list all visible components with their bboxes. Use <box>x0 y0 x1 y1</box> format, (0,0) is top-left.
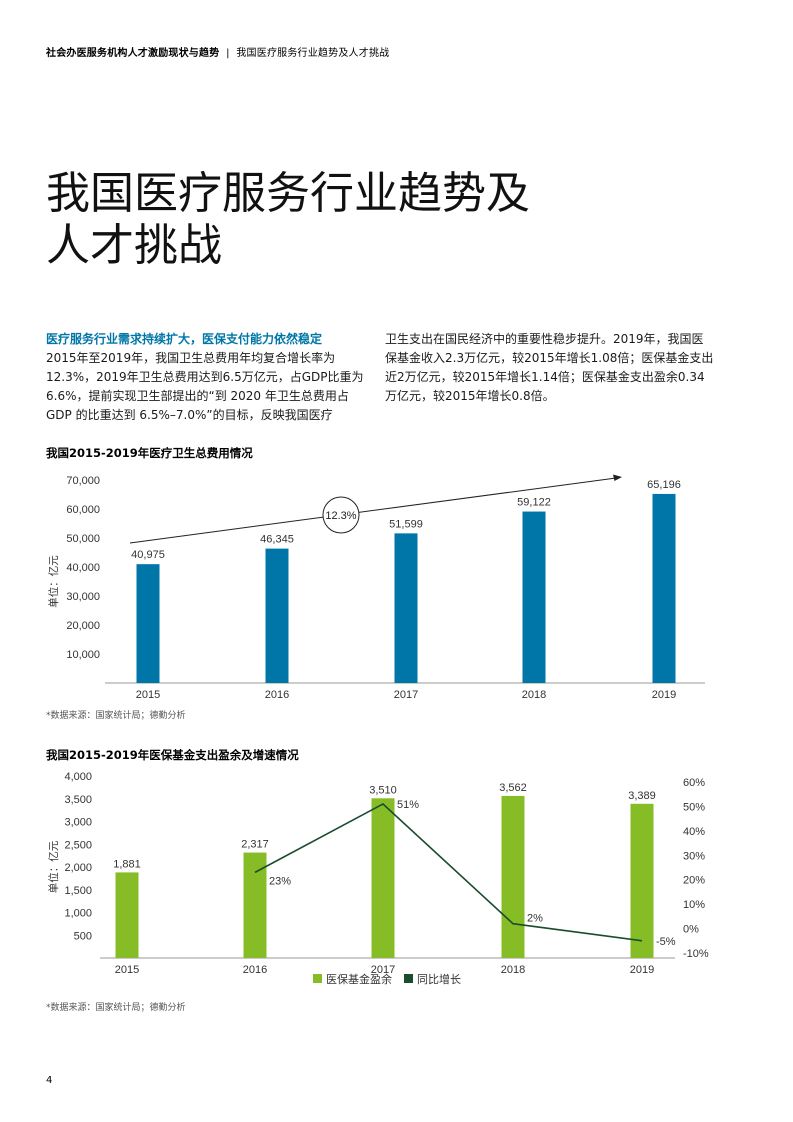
chart1-value-label: 46,345 <box>260 534 294 546</box>
chart2-xtick-label: 2017 <box>371 964 395 976</box>
chart2-ytick-label: 500 <box>74 930 92 942</box>
page-title-line-2: 人才挑战 <box>46 220 222 271</box>
page-number: 4 <box>46 1075 53 1086</box>
chart2-ytick-label: 1,500 <box>64 885 92 897</box>
chart2-xtick-label: 2019 <box>630 964 654 976</box>
chart1-trend-arrowhead <box>613 474 622 481</box>
chart1-xtick-label: 2015 <box>136 689 160 701</box>
breadcrumb-section: 我国医疗服务行业趋势及人才挑战 <box>236 48 390 59</box>
chart1-bar <box>394 533 418 683</box>
chart2-bar <box>115 872 139 958</box>
chart2-value-label: 3,510 <box>369 784 397 796</box>
body-column-right: 卫生支出在国民经济中的重要性稳步提升。2019年，我国医保基金收入2.3万亿元，… <box>385 330 715 406</box>
chart2-growth-label: -5% <box>656 936 676 948</box>
chart2-y2tick-label: 40% <box>683 826 705 838</box>
chart1-ytick-label: 10,000 <box>66 649 100 661</box>
breadcrumb-report: 社会办医服务机构人才激励现状与趋势 <box>46 48 220 59</box>
chart1-annotation-label: 12.3% <box>325 510 356 522</box>
chart2-ytick-label: 3,500 <box>64 794 92 806</box>
page-title: 我国医疗服务行业趋势及 人才挑战 <box>46 168 646 272</box>
chart2-ytick-label: 1,000 <box>64 908 92 920</box>
chart1-value-label: 51,599 <box>389 518 423 530</box>
breadcrumb-separator: | <box>226 48 230 59</box>
chart2-growth-label: 2% <box>527 913 543 925</box>
section-heading: 医疗服务行业需求持续扩大，医保支付能力依然稳定 <box>46 332 323 346</box>
chart1-bar <box>136 564 160 683</box>
chart2-y2tick-label: -10% <box>683 948 709 960</box>
chart2-y2tick-label: 60% <box>683 777 705 789</box>
chart1-value-label: 40,975 <box>131 549 165 561</box>
chart2-ylabel: 单位：亿元 <box>47 840 60 893</box>
chart2-title: 我国2015-2019年医保基金支出盈余及增速情况 <box>46 748 299 762</box>
chart2-source: *数据来源：国家统计局；德勤分析 <box>46 1003 186 1013</box>
chart2-ytick-label: 3,000 <box>64 817 92 829</box>
chart2-value-label: 3,562 <box>499 782 527 794</box>
chart1-bar <box>265 548 289 683</box>
chart1-xtick-label: 2019 <box>652 689 676 701</box>
chart2-value-label: 1,881 <box>113 858 141 870</box>
chart2-growth-line <box>254 803 643 942</box>
chart2-legend-label-surplus: 医保基金盈余 <box>326 972 392 986</box>
chart1-title: 我国2015-2019年医疗卫生总费用情况 <box>46 446 253 460</box>
chart1-xtick-label: 2017 <box>394 689 418 701</box>
chart1-ytick-label: 20,000 <box>66 620 100 632</box>
chart2-bar <box>243 852 267 958</box>
chart2-y2tick-label: 20% <box>683 875 705 887</box>
chart2-legend-swatch-surplus <box>313 974 322 983</box>
chart1-ytick-label: 50,000 <box>66 533 100 545</box>
chart2-bar <box>501 795 525 958</box>
chart2-y2tick-label: 50% <box>683 801 705 813</box>
chart1-ytick-label: 40,000 <box>66 562 100 574</box>
chart1-ytick-label: 60,000 <box>66 504 100 516</box>
chart2-legend-swatch-growth <box>404 974 413 983</box>
chart2-ytick-label: 2,500 <box>64 839 92 851</box>
breadcrumb: 社会办医服务机构人才激励现状与趋势 | 我国医疗服务行业趋势及人才挑战 <box>46 44 389 59</box>
chart2-xtick-label: 2015 <box>115 964 139 976</box>
chart1-annotation-circle <box>322 496 360 534</box>
chart1-xtick-label: 2016 <box>265 689 289 701</box>
body-paragraph-right: 卫生支出在国民经济中的重要性稳步提升。2019年，我国医保基金收入2.3万亿元，… <box>385 332 714 403</box>
chart1-value-label: 65,196 <box>647 479 681 491</box>
chart2-value-label: 3,389 <box>628 790 656 802</box>
chart2-ytick-label: 2,000 <box>64 862 92 874</box>
chart2-ytick-label: 4,000 <box>64 771 92 783</box>
chart2-xtick-label: 2018 <box>501 964 525 976</box>
chart2-bar <box>630 803 654 958</box>
chart1-ylabel: 单位：亿元 <box>47 555 60 608</box>
chart2-y2tick-label: 0% <box>683 924 699 936</box>
chart2-bar <box>371 798 395 958</box>
chart1-bar <box>652 493 676 683</box>
page-title-line-1: 我国医疗服务行业趋势及 <box>46 168 530 219</box>
chart1-bar <box>522 511 546 683</box>
chart1-xtick-label: 2018 <box>522 689 546 701</box>
chart1-source: *数据来源：国家统计局；德勤分析 <box>46 711 186 721</box>
chart1-trend-arrow <box>129 477 617 544</box>
chart2-xtick-label: 2016 <box>243 964 267 976</box>
chart1-ytick-label: 30,000 <box>66 591 100 603</box>
chart2-insurance-surplus: 500 1,000 1,500 2,000 2,500 3,000 3,500 4,000 -1… <box>47 771 709 986</box>
chart2-value-label: 2,317 <box>241 839 269 851</box>
body-column-left: 医疗服务行业需求持续扩大，医保支付能力依然稳定 2015年至2019年，我国卫生… <box>46 330 366 425</box>
chart2-y2tick-label: 10% <box>683 899 705 911</box>
chart1-ytick-label: 70,000 <box>66 475 100 487</box>
body-paragraph-left: 2015年至2019年，我国卫生总费用年均复合增长率为12.3%，2019年卫生… <box>46 351 364 422</box>
chart2-legend-label-growth: 同比增长 <box>417 972 461 986</box>
chart2-growth-label: 23% <box>269 875 291 887</box>
chart2-growth-label: 51% <box>397 799 419 811</box>
chart2-y2tick-label: 30% <box>683 850 705 862</box>
chart1-value-label: 59,122 <box>517 497 551 509</box>
chart1-health-expenditure: 10,000 20,000 30,000 40,000 50,000 60,000 70,0… <box>47 474 705 701</box>
